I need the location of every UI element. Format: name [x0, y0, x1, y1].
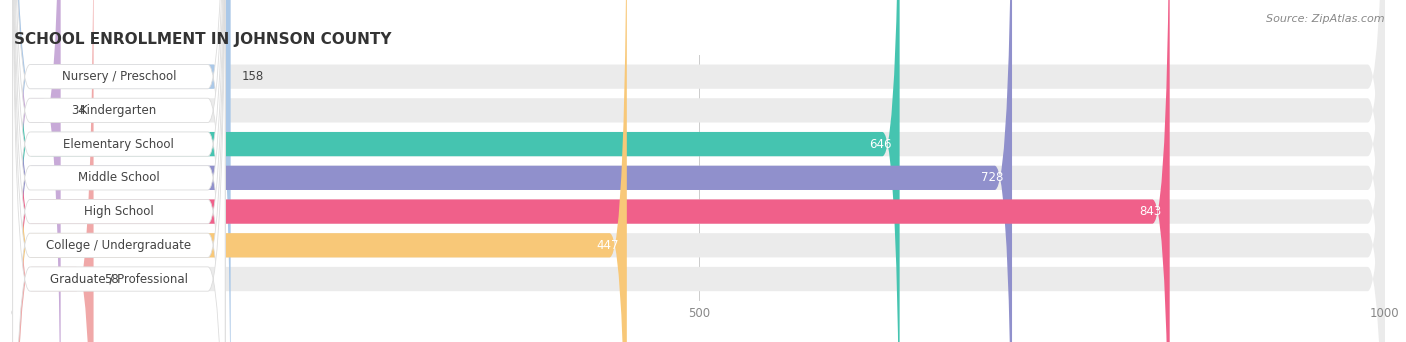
- Text: SCHOOL ENROLLMENT IN JOHNSON COUNTY: SCHOOL ENROLLMENT IN JOHNSON COUNTY: [14, 31, 391, 47]
- FancyBboxPatch shape: [14, 0, 1012, 342]
- Text: 58: 58: [104, 273, 120, 286]
- FancyBboxPatch shape: [14, 0, 1385, 342]
- FancyBboxPatch shape: [14, 0, 1385, 342]
- Text: 646: 646: [869, 137, 891, 150]
- FancyBboxPatch shape: [13, 0, 225, 342]
- FancyBboxPatch shape: [13, 0, 225, 342]
- Text: Middle School: Middle School: [79, 171, 160, 184]
- FancyBboxPatch shape: [13, 0, 225, 342]
- Text: Source: ZipAtlas.com: Source: ZipAtlas.com: [1267, 14, 1385, 24]
- FancyBboxPatch shape: [14, 0, 900, 342]
- Text: High School: High School: [84, 205, 153, 218]
- FancyBboxPatch shape: [14, 0, 1385, 342]
- Text: 843: 843: [1139, 205, 1161, 218]
- Text: 728: 728: [981, 171, 1004, 184]
- Text: College / Undergraduate: College / Undergraduate: [46, 239, 191, 252]
- FancyBboxPatch shape: [14, 0, 1385, 342]
- FancyBboxPatch shape: [14, 0, 1385, 342]
- Text: 447: 447: [596, 239, 619, 252]
- Text: Kindergarten: Kindergarten: [80, 104, 157, 117]
- FancyBboxPatch shape: [14, 0, 1385, 342]
- Text: Graduate / Professional: Graduate / Professional: [51, 273, 188, 286]
- FancyBboxPatch shape: [13, 0, 225, 342]
- FancyBboxPatch shape: [14, 0, 94, 342]
- FancyBboxPatch shape: [13, 0, 225, 342]
- FancyBboxPatch shape: [13, 0, 225, 342]
- Text: Nursery / Preschool: Nursery / Preschool: [62, 70, 176, 83]
- Text: Elementary School: Elementary School: [63, 137, 174, 150]
- FancyBboxPatch shape: [14, 0, 231, 342]
- FancyBboxPatch shape: [14, 0, 1170, 342]
- FancyBboxPatch shape: [14, 0, 1385, 342]
- FancyBboxPatch shape: [14, 0, 627, 342]
- FancyBboxPatch shape: [13, 0, 225, 342]
- Text: 34: 34: [72, 104, 87, 117]
- FancyBboxPatch shape: [14, 0, 60, 342]
- Text: 158: 158: [242, 70, 264, 83]
